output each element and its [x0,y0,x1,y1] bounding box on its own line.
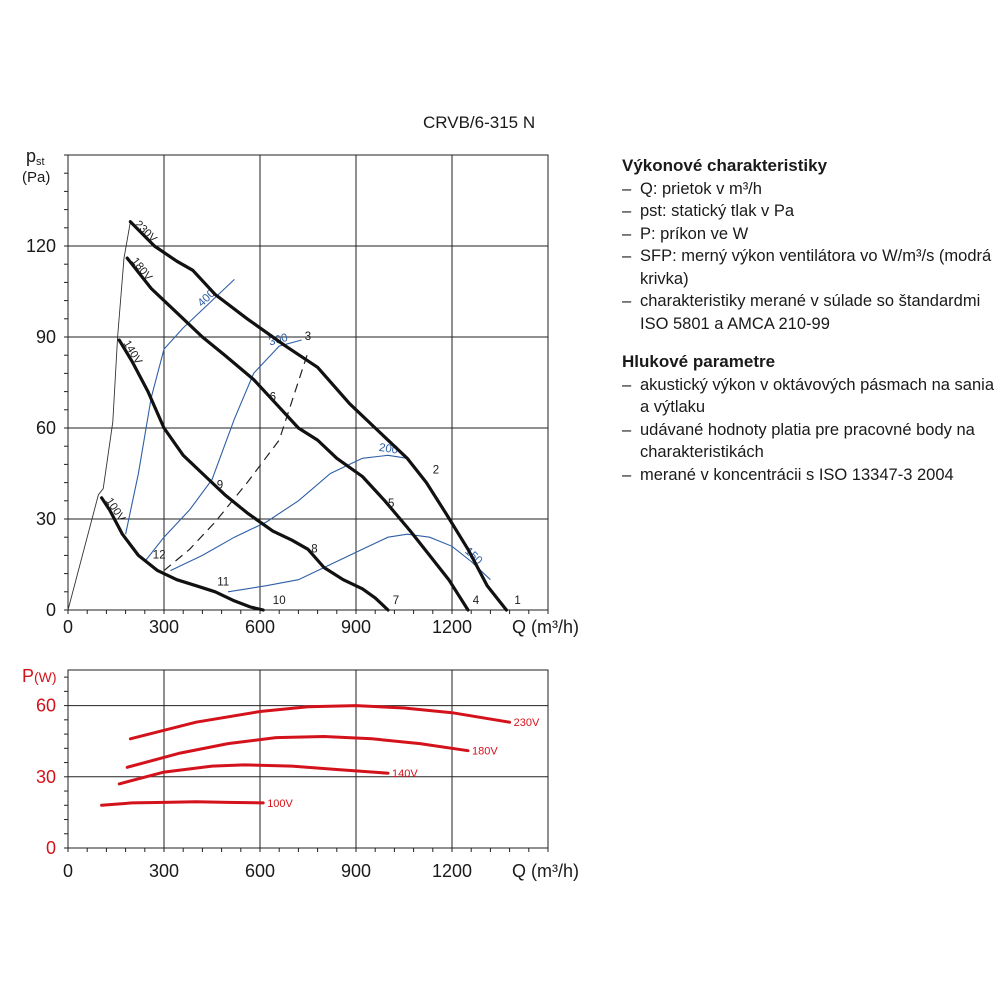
pressure-y-axis-subscript: st [36,156,45,168]
power-curve-180V [125,734,470,769]
pressure-x-tick-label: 1200 [432,617,472,637]
fan-curve-label-100V: 100V [103,496,128,525]
sfp-curve-400 [125,279,235,535]
operating-point-5: 5 [388,498,394,510]
pressure-plot-frame [67,154,549,611]
sfp-curve-200 [170,454,408,572]
power-curve-140V [117,763,390,786]
power-x-tick-label: 300 [149,861,179,881]
power-curve-label-100V: 100V [267,798,293,810]
operating-point-12: 12 [153,549,166,561]
pressure-x-tick-label: 900 [341,617,371,637]
fan-curve-230V [128,220,508,612]
info-item-pst: pst: statický tlak v Pa [622,200,997,223]
pressure-y-tick-label: 120 [26,236,56,256]
operating-point-10: 10 [273,595,286,607]
pressure-x-tick-label: 300 [149,617,179,637]
operating-point-7: 7 [393,595,399,607]
pressure-y-tick-label: 60 [36,418,56,438]
power-y-tick-label: 60 [36,696,56,716]
power-y-axis-label: P(W) [22,666,57,686]
sfp-label-400: 400 [196,288,218,310]
fan-curve-label-230V: 230V [132,218,159,245]
fan-curve-140V [117,338,390,612]
power-curve-label-230V: 230V [514,717,540,729]
operating-point-9: 9 [217,480,223,492]
fan-curve-label-140V: 140V [121,338,145,367]
fan-curve-180V [125,256,470,612]
info-item-standards: charakteristiky merané v súlade so štan­… [622,290,997,335]
info-item-p: P: príkon ve W [622,223,997,246]
operating-point-1: 1 [514,595,520,607]
info-panel: Výkonové charakteristiky Q: prietok v m³… [622,155,997,502]
power-plot-frame [67,669,549,849]
operating-point-2: 2 [433,465,439,477]
power-y-tick-label: 0 [46,838,56,858]
pressure-y-axis-label: pst [26,146,45,168]
model-title: CRVB/6-315 N [423,113,536,132]
fan-curve-label-180V: 180V [129,256,155,284]
power-x-tick-label: 0 [63,861,73,881]
power-curve-100V [100,800,265,807]
power-x-tick-label: 900 [341,861,371,881]
noise-heading: Hlukové parametre [622,352,776,371]
power-x-axis-label: Q (m³/h) [512,861,579,881]
power-x-tick-label: 1200 [432,861,472,881]
info-item-points: udávané hodnoty platia pre pracovné body… [622,419,997,464]
pressure-y-tick-label: 0 [46,600,56,620]
pressure-x-tick-label: 0 [63,617,73,637]
power-y-axis-unit: (W) [34,669,57,685]
performance-heading: Výkonové charakteristiky [622,156,828,175]
sfp-curve-150 [227,533,491,593]
info-item-sfp: SFP: merný výkon ventilátora vo W/m³/s (… [622,245,997,290]
operating-point-3: 3 [305,331,311,343]
operating-limit-line [67,221,131,611]
pressure-y-tick-label: 30 [36,509,56,529]
noise-list: akustický výkon v oktávových pásmach na … [622,374,997,487]
info-item-q: Q: prietok v m³/h [622,178,997,201]
pressure-y-axis-unit: (Pa) [22,169,50,186]
fan-curve-100V [100,496,265,612]
info-item-iso: merané v koncentrácii s ISO 13347-3 2004 [622,464,997,487]
operating-point-11: 11 [217,577,229,589]
power-curve-label-180V: 180V [472,746,498,758]
system-curve-dashed [163,352,309,572]
operating-point-8: 8 [311,543,317,555]
power-curve-label-140V: 140V [392,768,418,780]
performance-list: Q: prietok v m³/h pst: statický tlak v P… [622,178,997,336]
pressure-x-axis-label: Q (m³/h) [512,617,579,637]
operating-point-6: 6 [270,392,276,404]
power-y-tick-label: 30 [36,767,56,787]
info-item-acoustic: akustický výkon v oktávových pásmach na … [622,374,997,419]
power-curve-230V [128,704,512,741]
power-x-tick-label: 600 [245,861,275,881]
operating-point-4: 4 [473,595,480,607]
pressure-y-tick-label: 90 [36,327,56,347]
pressure-x-tick-label: 600 [245,617,275,637]
sfp-curve-300 [144,339,302,562]
